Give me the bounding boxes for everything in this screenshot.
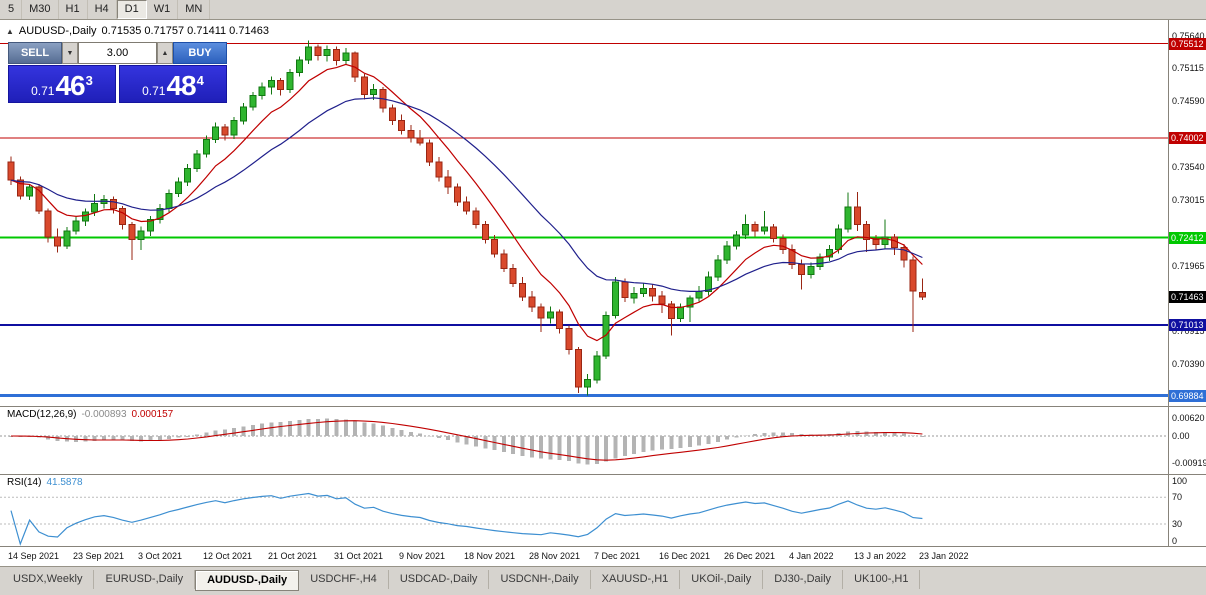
timeframe-toolbar: 5 M30 H1 H4 D1 W1 MN: [0, 0, 1206, 20]
date-label: 7 Dec 2021: [594, 551, 641, 561]
sell-price-prefix: 0.71: [31, 84, 55, 98]
date-label: 23 Jan 2022: [919, 551, 969, 561]
date-label: 16 Dec 2021: [659, 551, 711, 561]
macd-axis-tick: -0.00919: [1172, 458, 1206, 468]
date-label: 13 J an 2022: [854, 551, 907, 561]
chart-title: ▲ AUDUSD-,Daily 0.71535 0.71757 0.71411 …: [6, 25, 269, 37]
timeframe-button-5[interactable]: 5: [1, 0, 23, 19]
macd-signal-line: [10, 420, 923, 461]
chart-tab-xauusd-h1[interactable]: XAUUSD-,H1: [591, 570, 681, 589]
price-tick: 0.74590: [1172, 96, 1205, 106]
price-tick: 0.73540: [1172, 162, 1205, 172]
one-click-panel-toggle-icon[interactable]: ▲: [6, 26, 14, 36]
chart-tabs-bar: USDX,Weekly EURUSD-,Daily AUDUSD-,Daily USD…: [0, 566, 1206, 595]
chart-tab-usdx-weekly[interactable]: USDX,Weekly: [2, 570, 95, 589]
date-label: 26 Dec 2021: [724, 551, 776, 561]
date-label: 23 Sep 2021: [73, 551, 125, 561]
macd-name: MACD(12,26,9): [7, 409, 77, 420]
sell-price-pips: 46: [55, 70, 85, 101]
chart-ohlc-values: 0.71535 0.71757 0.71411 0.71463: [101, 25, 269, 37]
timeframe-button-mn[interactable]: MN: [178, 0, 211, 19]
price-tick: 0.70390: [1172, 359, 1205, 369]
moving-average-21: [10, 97, 923, 292]
date-label: 9 Nov 2021: [399, 551, 446, 561]
sell-price-button[interactable]: 0.71 46 3: [8, 65, 116, 103]
volume-input[interactable]: [78, 42, 157, 64]
candles: [7, 40, 926, 396]
rsi-axis-tick: 100: [1172, 476, 1188, 486]
date-label: 12 Oct 2021: [203, 551, 253, 561]
rsi-axis-tick: 30: [1172, 519, 1183, 529]
rsi-axis-tick: 70: [1172, 492, 1183, 502]
sell-price-point: 3: [85, 73, 93, 88]
date-label: 28 Nov 2021: [529, 551, 581, 561]
price-tick: 0.73015: [1172, 195, 1205, 205]
timeframe-button-d1[interactable]: D1: [116, 0, 147, 19]
macd-histogram: [9, 418, 925, 465]
rsi-name: RSI(14): [7, 477, 42, 488]
timeframe-button-h4[interactable]: H4: [88, 0, 117, 19]
buy-price-point: 4: [196, 73, 204, 88]
date-label: 14 Sep 2021: [8, 551, 60, 561]
chart-tab-usdchf-h4[interactable]: USDCHF-,H4: [299, 570, 389, 589]
rsi-line: [10, 492, 923, 546]
price-level-label: 0.74002: [1169, 132, 1206, 144]
date-label: 18 Nov 2021: [464, 551, 516, 561]
timeframe-button-m30[interactable]: M30: [22, 0, 59, 19]
macd-signal-value: 0.000157: [131, 409, 174, 420]
price-level-label: 0.72412: [1169, 232, 1206, 244]
volume-up-button[interactable]: ▲: [157, 42, 173, 64]
chart-tab-audusd-daily[interactable]: AUDUSD-,Daily: [195, 570, 300, 591]
chart-tab-uk100-h1[interactable]: UK100-,H1: [843, 570, 921, 589]
chart-tab-usdcnh-daily[interactable]: USDCNH-,Daily: [489, 570, 591, 589]
rsi-axis: 100 70 30 0: [1168, 475, 1206, 546]
chart-tab-dj30-daily[interactable]: DJ30-,Daily: [763, 570, 844, 589]
date-label: 21 Oct 2021: [268, 551, 318, 561]
price-level-label: 0.71013: [1169, 319, 1206, 331]
chart-tab-ukoil-daily[interactable]: UKOil-,Daily: [680, 570, 764, 589]
date-label: 3 Oct 2021: [138, 551, 183, 561]
current-price-label: 0.71463: [1169, 291, 1206, 303]
macd-axis-tick: 0.00620: [1172, 413, 1205, 423]
macd-axis: 0.00620 0.00 -0.00919: [1168, 407, 1206, 474]
sell-button[interactable]: SELL: [8, 42, 62, 64]
rsi-indicator-panel: RSI(14) 41.5878 100 70 30 0: [0, 474, 1206, 546]
rsi-value: 41.5878: [46, 477, 83, 488]
one-click-trading-panel: SELL ▼ ▲ BUY 0.71 46 3 0.71 48 4: [8, 42, 227, 103]
price-tick: 0.75115: [1172, 63, 1204, 73]
price-tick: 0.71965: [1172, 261, 1205, 271]
moving-average-8: [10, 63, 923, 342]
volume-down-button[interactable]: ▼: [62, 42, 78, 64]
chart-symbol-period: AUDUSD-,Daily: [18, 25, 97, 37]
timeframe-button-h1[interactable]: H1: [59, 0, 88, 19]
macd-label: MACD(12,26,9) -0.000893 0.000157: [7, 409, 178, 420]
chart-tab-usdcad-daily[interactable]: USDCAD-,Daily: [389, 570, 490, 589]
price-tick: 0.75640: [1172, 31, 1205, 41]
macd-chart[interactable]: [0, 407, 1168, 475]
macd-indicator-panel: MACD(12,26,9) -0.000893 0.000157 0.00620 0.…: [0, 406, 1206, 474]
buy-price-pips: 48: [166, 70, 196, 101]
date-label: 31 Oct 2021: [334, 551, 384, 561]
price-level-label: 0.69884: [1169, 390, 1206, 402]
buy-price-prefix: 0.71: [142, 84, 166, 98]
time-axis[interactable]: 14 Sep 2021 23 Sep 2021 3 Oct 2021 12 Oct 2…: [0, 546, 1206, 566]
macd-axis-tick: 0.00: [1172, 431, 1190, 441]
price-tick: 0.70915: [1172, 326, 1205, 336]
chart-tab-eurusd-daily[interactable]: EURUSD-,Daily: [94, 570, 196, 589]
rsi-axis-tick: 0: [1172, 536, 1178, 546]
rsi-label: RSI(14) 41.5878: [7, 477, 88, 488]
rsi-chart[interactable]: [0, 475, 1168, 547]
buy-button[interactable]: BUY: [173, 42, 227, 64]
macd-main-value: -0.000893: [81, 409, 127, 420]
date-label: 4 Jan 2022: [789, 551, 834, 561]
price-axis[interactable]: 0.75640 0.75115 0.74590 0.73540 0.73015 0.719…: [1168, 20, 1206, 406]
price-level-label: 0.75512: [1169, 38, 1206, 50]
buy-price-button[interactable]: 0.71 48 4: [119, 65, 227, 103]
timeframe-button-w1[interactable]: W1: [147, 0, 179, 19]
